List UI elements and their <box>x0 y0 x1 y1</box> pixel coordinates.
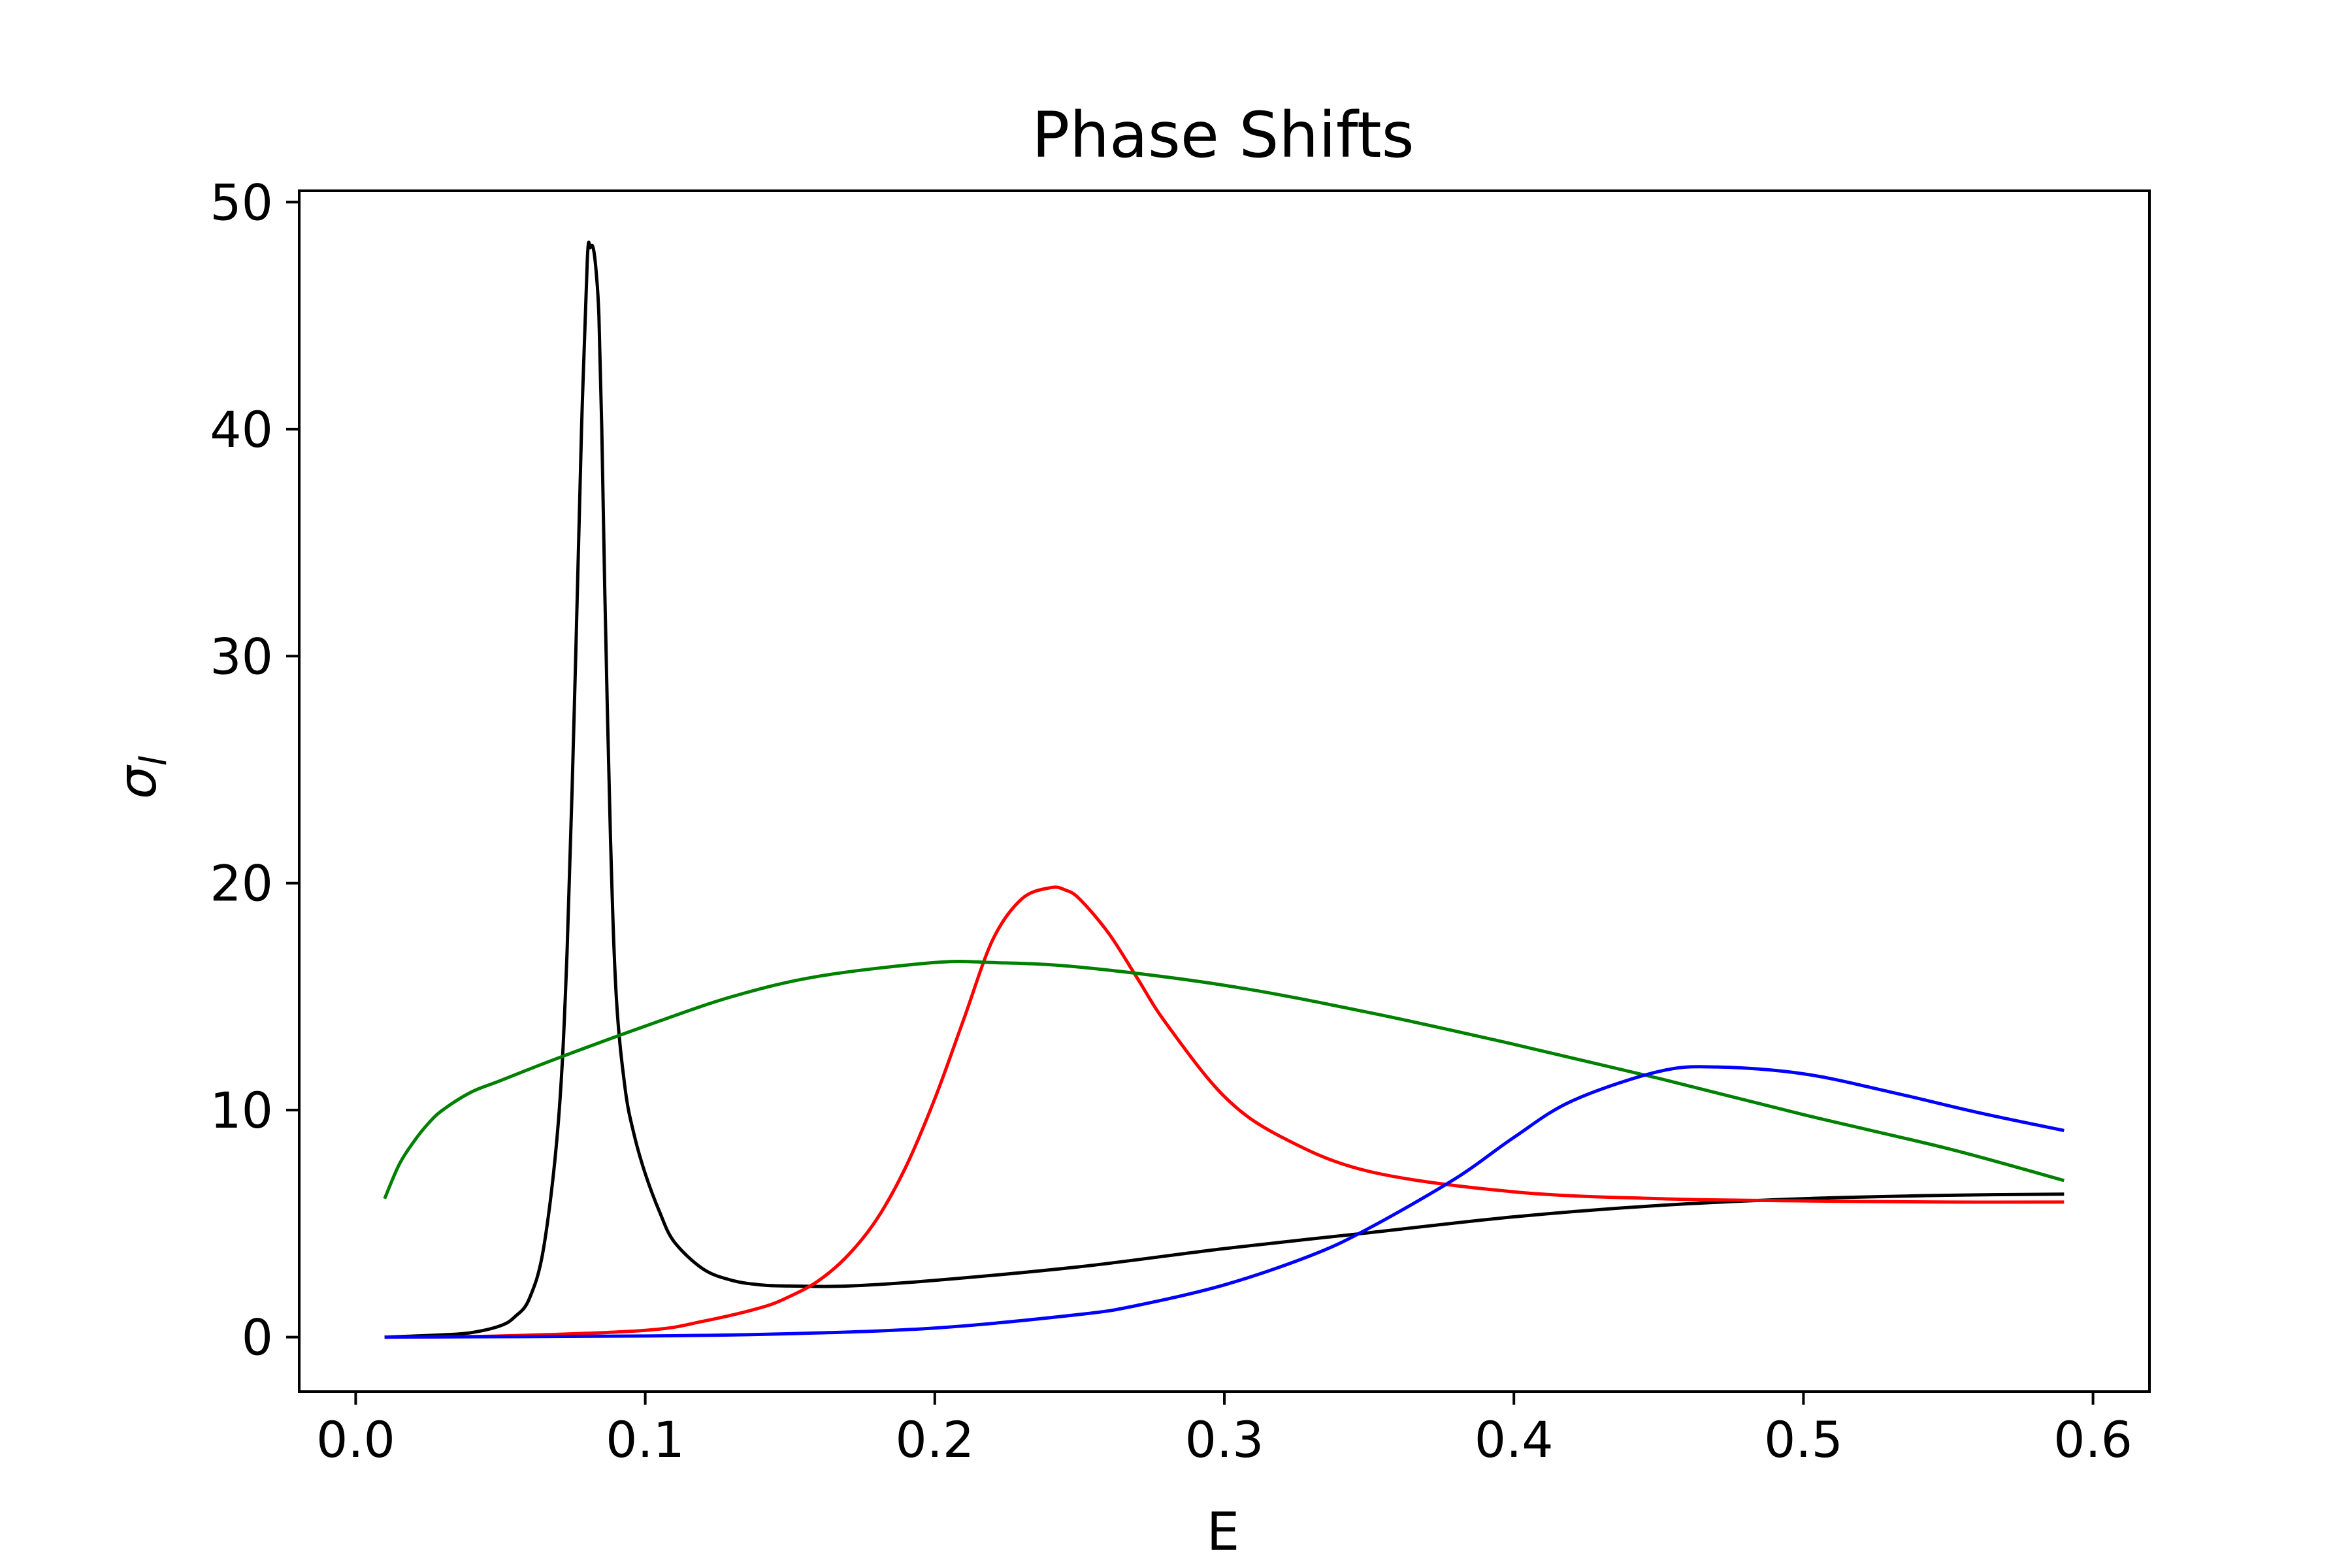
series-line-1 <box>384 240 2065 1339</box>
plot-area <box>383 240 2065 1339</box>
x-tick-label: 0.0 <box>316 1411 395 1469</box>
x-axis-label: E <box>1207 1501 1240 1562</box>
axes-frame <box>298 189 2151 1393</box>
y-axis-label: σl <box>107 755 175 799</box>
x-tick-label: 0.5 <box>1764 1411 1843 1469</box>
chart-title: Phase Shifts <box>1032 99 1414 172</box>
x-tick-label: 0.6 <box>2053 1411 2132 1469</box>
x-tick-label: 0.4 <box>1475 1411 1554 1469</box>
y-tick-label: 0 <box>242 1309 273 1367</box>
y-tick-label: 30 <box>210 627 273 685</box>
y-tick-label: 50 <box>210 173 273 231</box>
y-tick-label: 20 <box>210 855 273 913</box>
x-tick-label: 0.3 <box>1185 1411 1264 1469</box>
x-axis: 0.0 0.1 0.2 0.3 0.4 0.5 0.6 <box>316 1392 2132 1469</box>
y-axis-label-subscript: l <box>133 755 175 766</box>
series-line-4 <box>384 1065 2065 1339</box>
series-line-3 <box>383 959 2065 1200</box>
x-tick-label: 0.2 <box>895 1411 974 1469</box>
x-tick-label: 0.1 <box>606 1411 685 1469</box>
y-tick-label: 10 <box>210 1081 273 1139</box>
y-axis-label-symbol: σ <box>107 764 168 799</box>
y-axis: 0 10 20 30 40 50 <box>210 173 299 1367</box>
series-line-2 <box>384 885 2065 1339</box>
y-tick-label: 40 <box>210 400 273 459</box>
